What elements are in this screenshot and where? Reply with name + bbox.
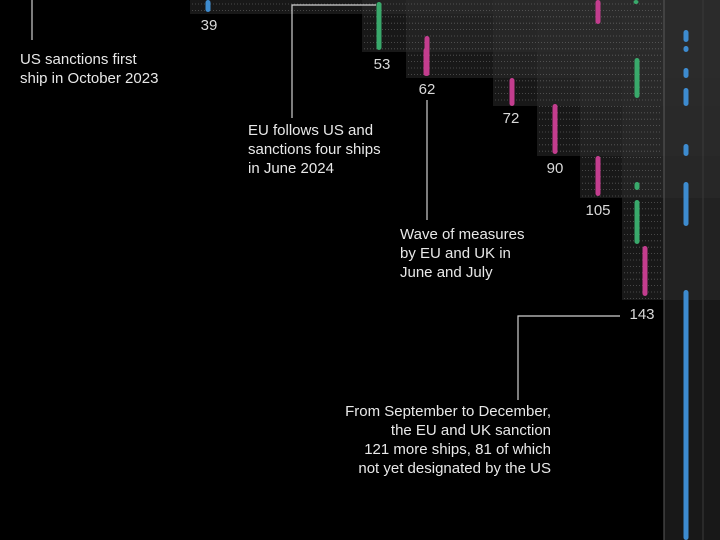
count-label-2: 53 [373,56,391,73]
sanction-bar-eu [634,182,640,190]
annotation-us-first: US sanctions first ship in October 2023 [20,51,159,87]
sanction-bar-uk [552,104,558,154]
sanction-bar-eu [633,0,639,4]
sanction-bar-eu [634,200,640,244]
sanction-bar-us [683,182,689,226]
count-label-3: 62 [418,81,436,98]
count-label-5: 90 [546,160,564,177]
sanction-bar-us [683,68,689,78]
sanction-bar-uk [595,0,601,24]
sanction-bar-eu [634,58,640,98]
count-label-4: 72 [502,110,520,127]
annotation-sept-dec: From September to December, the EU and U… [345,403,551,477]
step-panel-8 [664,0,720,540]
count-label-6: 105 [585,202,611,219]
sanction-bar-us [683,88,689,106]
sanction-bar-uk [509,78,515,106]
count-label-7: 143 [629,306,655,323]
count-label-1: 39 [200,17,218,34]
sanction-bar-uk [642,246,648,296]
sanction-bar-eu [376,2,382,50]
annotation-leader-2 [291,4,376,118]
sanction-bar-uk [423,48,429,76]
sanction-bar-us [683,144,689,156]
annotation-leader-4 [517,315,620,400]
annotation-eu-follows: EU follows US and sanctions four ships i… [248,122,381,177]
sanction-bar-us [683,290,689,540]
sanction-bar-us [683,46,689,52]
sanction-bar-us [205,0,211,12]
sanction-bar-uk [595,156,601,196]
sanction-bar-us [683,30,689,42]
annotation-wave: Wave of measures by EU and UK in June an… [400,226,525,281]
